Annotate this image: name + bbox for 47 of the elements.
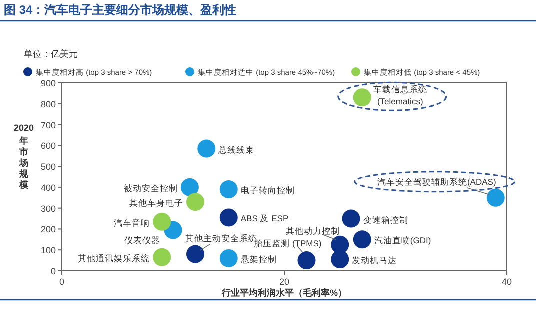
y-axis-title: 2020 年市场规模 <box>14 123 34 190</box>
point <box>331 250 350 269</box>
annotation: 变速箱控制 <box>363 214 408 225</box>
annotation: 汽油直喷(GDI) <box>374 236 432 246</box>
x-axis-title: 行业平均利润水平（毛利率%） <box>220 288 348 298</box>
point <box>153 248 172 266</box>
point <box>353 88 372 107</box>
annotation: 其他通讯娱乐系统 <box>78 253 150 264</box>
x-tick-label: 0 <box>59 277 65 287</box>
point <box>353 230 372 249</box>
point <box>220 180 238 199</box>
annotation: 被动安全控制 <box>124 183 178 194</box>
y-tick-label: 500 <box>40 162 56 172</box>
annotation: ABS 及 ESP <box>240 214 289 224</box>
y-tick-label: 900 <box>40 78 56 88</box>
point <box>220 249 238 268</box>
point <box>298 252 316 270</box>
annotation: 发动机马达 <box>352 256 398 266</box>
x-tick-label: 20 <box>279 277 290 287</box>
text: 单位：亿美元 <box>24 49 78 59</box>
annotation: 汽车安全驾驶辅助系统(ADAS) <box>377 176 496 187</box>
y-tick-label: 800 <box>40 99 56 110</box>
y-tick-label: 200 <box>40 224 56 235</box>
x-tick-label: 40 <box>502 277 512 287</box>
annotation: 悬架控制 <box>240 254 277 264</box>
point <box>220 208 238 227</box>
y-tick-label: 300 <box>40 204 56 214</box>
point <box>198 140 216 158</box>
point <box>186 193 204 212</box>
annotation: 其他动力控制 <box>286 226 340 236</box>
point <box>153 212 172 231</box>
y-tick-label: 0 <box>50 266 56 276</box>
y-tick-label: 600 <box>40 141 56 152</box>
y-tick-label: 400 <box>40 182 56 193</box>
point <box>342 210 360 228</box>
annotation: 总线线束 <box>218 144 255 155</box>
y-tick-label: 100 <box>40 246 56 256</box>
point <box>180 178 199 196</box>
annotation: 其他车身电子 <box>130 198 184 208</box>
chart-title: 图 34：汽车电子主要细分市场规模、盈利性 <box>4 3 237 17</box>
y-tick-label: 700 <box>40 120 56 130</box>
annotation: 仪表仪器 <box>124 235 160 246</box>
annotation: 汽车音响 <box>114 218 150 228</box>
point <box>486 188 505 207</box>
annotation: 车载信息系统 (Telematics) <box>373 84 428 107</box>
annotation: 电子转向控制 <box>240 186 295 196</box>
point <box>186 245 204 264</box>
